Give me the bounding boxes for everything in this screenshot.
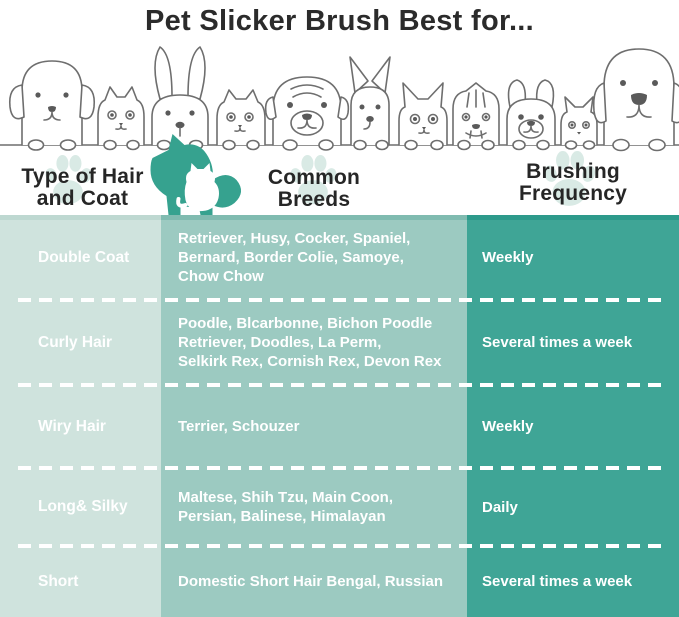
breeds-cell: Maltese, Shih Tzu, Main Coon, Persian, B… [161,468,467,546]
frequency-cell: Weekly [467,385,679,468]
spiky-ear-dog-icon [349,56,391,151]
row-divider [18,544,661,548]
row-divider [18,298,661,302]
row-divider [18,383,661,387]
column-header-hair-type: Type of Hair and Coat [21,165,144,211]
paw-print-icon [290,155,337,205]
frequency-cell: Several times a week [467,546,679,617]
pug-icon [264,76,350,151]
paw-print-icon [45,155,92,205]
breeds-cell: Retriever, Husy, Cocker, Spaniel, Bernar… [161,215,467,300]
frequency-cell: Daily [467,468,679,546]
small-cat-icon [560,96,598,150]
dog-cat-silhouette-icon [150,134,242,215]
pets-line-art-icon [0,46,679,152]
frequency-cell: Weekly [467,215,679,300]
tall-ear-dog-icon [151,46,209,151]
big-ear-cat-icon [398,82,448,151]
hair-type-cell: Wiry Hair [0,385,161,468]
hair-type-cell: Long& Silky [0,468,161,546]
brush-guide-table: Double Coat Retriever, Husy, Cocker, Spa… [0,215,679,617]
breeds-cell: Poodle, Blcarbonne, Bichon Poodle Retrie… [161,300,467,385]
french-bulldog-icon [506,79,556,151]
floppy-ear-dog-icon [8,60,96,151]
row-divider [18,466,661,470]
labrador-icon [592,48,679,152]
column-header-breeds: Common Breeds [267,166,361,212]
breeds-cell: Terrier, Schouzer [161,385,467,468]
hair-type-cell: Short [0,546,161,617]
cat-icon [216,89,266,151]
table-top-border [0,215,679,220]
column-header-frequency: Brushing Frequency [519,160,627,206]
frequency-cell: Several times a week [467,300,679,385]
shaggy-terrier-icon [452,82,500,151]
hair-type-cell: Double Coat [0,215,161,300]
paw-print-icon [543,151,596,206]
breeds-cell: Domestic Short Hair Bengal, Russian [161,546,467,617]
cat-icon [97,86,145,151]
hair-type-cell: Curly Hair [0,300,161,385]
page-title: Pet Slicker Brush Best for... [144,5,535,37]
